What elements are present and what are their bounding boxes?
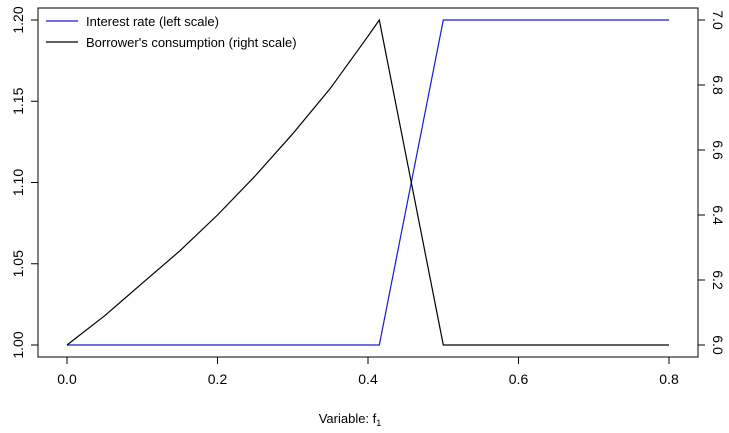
y-right-tick-label: 6.6 [710,140,726,160]
x-tick-label: 0.8 [659,371,679,387]
left-axis: 1.00 1.05 1.10 1.15 1.20 [10,6,39,359]
legend-label: Borrower's consumption (right scale) [86,35,297,50]
x-tick-label: 0.6 [509,371,529,387]
series-layer [66,18,669,346]
y-right-tick-label: 7.0 [710,10,726,30]
y-right-tick-label: 6.8 [710,75,726,95]
legend-label: Interest rate (left scale) [86,14,219,29]
y-left-tick-label: 1.00 [10,331,26,358]
y-left-tick-label: 1.20 [10,6,26,33]
y-left-tick-label: 1.15 [10,87,26,114]
x-tick-label: 0.4 [358,371,378,387]
bottom-axis: 0.0 0.2 0.4 0.6 0.8 [57,356,679,387]
x-axis-title-subscript: 1 [376,418,381,428]
y-left-tick-label: 1.10 [10,169,26,196]
interest-rate-line [67,19,669,346]
y-left-tick-label: 1.05 [10,250,26,277]
x-tick-label: 0.2 [208,371,228,387]
y-right-tick-label: 6.0 [710,335,726,355]
legend: Interest rate (left scale) Borrower's con… [46,14,297,50]
consumption-line [66,18,669,346]
y-right-tick-label: 6.4 [710,205,726,225]
x-tick-label: 0.0 [57,371,77,387]
right-axis: 6.0 6.2 6.4 6.6 6.8 7.0 [697,10,726,355]
x-axis-title: Variable: f1 [319,411,382,428]
plot-frame [37,7,699,358]
y-right-tick-label: 6.2 [710,270,726,290]
